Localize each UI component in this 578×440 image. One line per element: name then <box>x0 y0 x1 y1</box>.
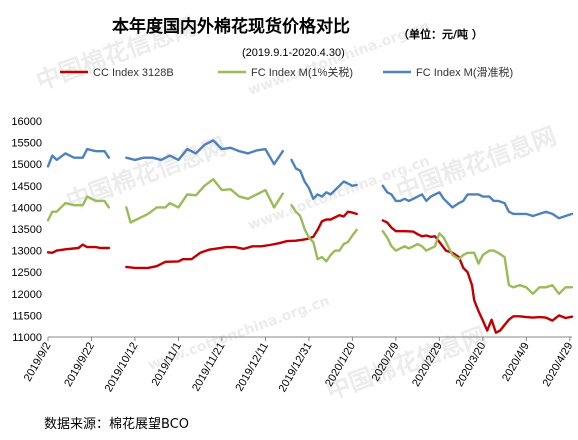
x-tick-label: 2019/12/31 <box>277 341 315 395</box>
series-FC Index M(滑准税) <box>46 139 574 220</box>
y-tick-label: 16000 <box>11 116 42 128</box>
series-line <box>46 147 111 168</box>
series-line <box>381 184 574 220</box>
series-line <box>125 178 284 224</box>
series-FC Index M(1%关税) <box>46 178 574 295</box>
series-line <box>46 243 111 255</box>
y-tick-label: 11000 <box>12 332 42 344</box>
series-layer <box>46 139 574 334</box>
x-tick-label: 2019/9/22 <box>62 341 97 389</box>
x-tick-label: 2019/9/2 <box>22 341 54 384</box>
legend-label: FC Index M(1%关税) <box>251 65 353 79</box>
y-tick-label: 14000 <box>11 202 42 214</box>
legend-label: CC Index 3128B <box>93 67 174 79</box>
x-tick-label: 2019/12/11 <box>234 341 272 394</box>
y-tick-label: 12500 <box>11 267 42 279</box>
series-line <box>46 195 111 222</box>
series-line <box>381 229 574 295</box>
y-tick-label: 14500 <box>11 181 42 193</box>
unit-label: （单位：元/吨 ） <box>398 27 483 41</box>
x-tick-label: 2020/4/29 <box>541 341 576 389</box>
series-line <box>125 210 358 270</box>
x-tick-label: 2019/10/12 <box>103 341 141 395</box>
y-tick-label: 13000 <box>11 246 42 258</box>
legend: CC Index 3128B FC Index M(1%关税) FC Index M… <box>60 65 513 79</box>
legend-label: FC Index M(滑准税) <box>416 65 513 79</box>
y-tick-label: 15500 <box>11 138 42 150</box>
series-line <box>290 158 358 201</box>
y-tick-label: 12000 <box>11 289 42 301</box>
y-tick-label: 15000 <box>11 159 42 171</box>
y-tick-label: 13500 <box>11 224 42 236</box>
series-line <box>125 139 284 166</box>
series-line <box>381 219 574 334</box>
y-tick-label: 11500 <box>12 310 42 322</box>
source-note: 数据来源：棉花展望BCO <box>44 416 189 432</box>
series-line <box>290 203 358 263</box>
chart-subtitle: (2019.9.1-2020.4.30) <box>242 47 345 59</box>
chart-title: 本年度国内外棉花现货价格对比 <box>112 16 350 37</box>
series-CC Index 3128B <box>46 210 574 334</box>
x-tick-label: 2020/4/9 <box>500 341 532 384</box>
